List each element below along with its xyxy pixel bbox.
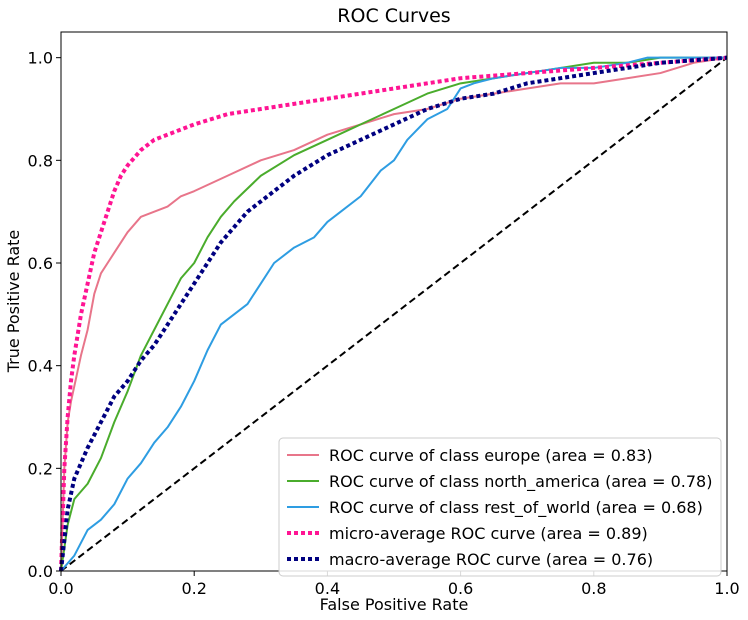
chart-title: ROC Curves — [337, 5, 450, 27]
legend-label-4: macro-average ROC curve (area = 0.76) — [329, 550, 653, 569]
y-tick-label: 0.0 — [28, 562, 53, 581]
series-line-0 — [60, 56, 728, 572]
plot-area — [59, 55, 728, 572]
y-axis: 0.0 0.2 0.4 0.6 0.8 1.0 — [28, 49, 61, 581]
legend-label-1: ROC curve of class north_america (area =… — [329, 472, 712, 492]
y-tick-label: 0.4 — [28, 357, 53, 376]
x-tick-label: 0.4 — [315, 579, 340, 598]
x-axis: 0.0 0.2 0.4 0.6 0.8 1.0 — [48, 571, 740, 598]
legend-label-3: micro-average ROC curve (area = 0.89) — [329, 524, 648, 543]
legend-box — [278, 437, 722, 577]
x-tick-label: 1.0 — [714, 579, 739, 598]
series-line-4 — [59, 55, 728, 572]
y-tick-label: 0.6 — [28, 254, 53, 273]
x-axis-label: False Positive Rate — [320, 595, 469, 614]
reference-diagonal-line — [60, 56, 728, 572]
x-tick-label: 0.8 — [581, 579, 606, 598]
y-tick-label: 0.2 — [28, 459, 53, 478]
x-tick-label: 0.2 — [181, 579, 206, 598]
y-tick-label: 1.0 — [28, 49, 53, 68]
x-tick-label: 0.0 — [48, 579, 73, 598]
x-tick-label: 0.6 — [448, 579, 473, 598]
y-axis-label: True Positive Rate — [4, 230, 23, 374]
legend: ROC curve of class europe (area = 0.83) R… — [278, 437, 722, 577]
series-line-3 — [59, 55, 728, 572]
y-tick-label: 0.8 — [28, 151, 53, 170]
series-line-2 — [60, 56, 727, 572]
legend-label-2: ROC curve of class rest_of_world (area =… — [329, 498, 703, 518]
legend-label-0: ROC curve of class europe (area = 0.83) — [329, 446, 653, 465]
